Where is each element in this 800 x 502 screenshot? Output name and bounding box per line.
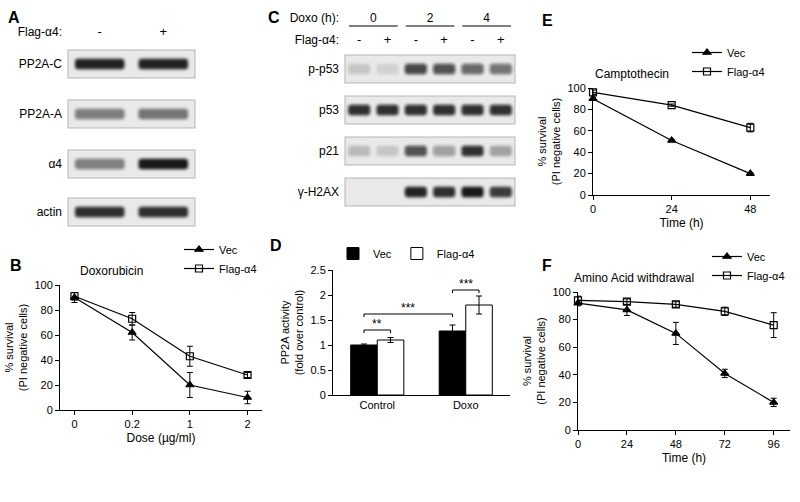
svg-text:***: *** [401,301,415,315]
svg-text:Dose (µg/ml): Dose (µg/ml) [127,431,196,445]
svg-text:***: *** [459,277,473,291]
svg-text:2: 2 [320,289,326,301]
svg-text:Flag-α4:: Flag-α4: [295,33,339,47]
svg-text:2: 2 [244,418,250,430]
svg-text:0: 0 [71,418,77,430]
svg-text:F: F [542,257,552,274]
svg-text:p21: p21 [319,144,339,158]
svg-text:2.5: 2.5 [311,264,326,276]
svg-text:1.5: 1.5 [311,314,326,326]
svg-text:24: 24 [621,438,633,450]
svg-text:Amino Acid withdrawal: Amino Acid withdrawal [574,271,694,285]
svg-text:Flag-α4: Flag-α4 [747,270,785,282]
svg-text:D: D [270,237,282,254]
svg-text:4: 4 [483,11,490,25]
svg-text:actin: actin [37,205,62,219]
svg-text:60: 60 [41,329,53,341]
svg-text:% survival(PI negative cells): % survival(PI negative cells) [521,317,547,404]
svg-text:0: 0 [580,189,586,201]
svg-text:Vec: Vec [727,47,746,59]
svg-text:Vec: Vec [219,244,238,256]
svg-text:PP2A activity(fold over contro: PP2A activity(fold over control) [279,290,305,376]
svg-text:20: 20 [574,167,586,179]
svg-text:Flag-α4: Flag-α4 [727,66,765,78]
svg-text:PP2A-C: PP2A-C [19,57,63,71]
svg-text:C: C [268,9,280,26]
svg-text:**: ** [372,317,382,331]
svg-text:48: 48 [744,203,756,215]
svg-text:Time (h): Time (h) [659,216,703,230]
svg-text:Vec: Vec [747,251,766,263]
svg-text:p-p53: p-p53 [308,62,339,76]
svg-text:0: 0 [575,438,581,450]
svg-text:100: 100 [34,279,52,291]
svg-text:96: 96 [768,438,780,450]
svg-text:E: E [542,12,553,29]
svg-text:Camptothecin: Camptothecin [595,67,669,81]
svg-text:% survival(PI negative cells): % survival(PI negative cells) [536,98,562,185]
svg-text:72: 72 [719,438,731,450]
svg-text:Time (h): Time (h) [662,451,706,465]
svg-text:1: 1 [320,339,326,351]
svg-text:PP2A-A: PP2A-A [19,107,62,121]
svg-text:0: 0 [565,424,571,436]
svg-text:1: 1 [187,418,193,430]
svg-text:p53: p53 [319,103,339,117]
svg-text:0: 0 [320,389,326,401]
svg-text:0: 0 [47,404,53,416]
svg-text:0.5: 0.5 [311,364,326,376]
svg-text:Doxo (h):: Doxo (h): [290,11,339,25]
svg-text:Flag-α4: Flag-α4 [437,248,475,260]
svg-text:80: 80 [574,103,586,115]
svg-text:40: 40 [41,354,53,366]
svg-text:20: 20 [41,379,53,391]
svg-text:Control: Control [360,399,395,411]
svg-text:+: + [159,24,167,39]
svg-text:40: 40 [574,146,586,158]
svg-text:20: 20 [559,396,571,408]
svg-text:-: - [470,32,474,47]
svg-text:40: 40 [559,369,571,381]
svg-text:Flag-α4: Flag-α4 [219,263,257,275]
svg-text:100: 100 [552,286,570,298]
svg-text:% survival(PI negative cells): % survival(PI negative cells) [3,304,29,391]
svg-text:+: + [440,32,448,47]
svg-text:-: - [98,24,102,39]
svg-text:Flag-α4:: Flag-α4: [18,25,62,39]
svg-text:80: 80 [41,304,53,316]
svg-text:B: B [10,257,22,274]
svg-text:Doxo: Doxo [453,399,479,411]
svg-text:-: - [414,32,418,47]
svg-text:2: 2 [427,11,434,25]
svg-text:0: 0 [590,203,596,215]
svg-text:80: 80 [559,313,571,325]
svg-text:0: 0 [370,11,377,25]
svg-text:Vec: Vec [373,248,392,260]
svg-text:100: 100 [567,82,585,94]
svg-text:γ-H2AX: γ-H2AX [298,185,339,199]
svg-text:48: 48 [670,438,682,450]
svg-text:60: 60 [559,341,571,353]
svg-text:-: - [357,32,361,47]
svg-text:Doxorubicin: Doxorubicin [80,264,143,278]
svg-text:60: 60 [574,125,586,137]
svg-text:α4: α4 [48,157,62,171]
svg-text:A: A [8,9,20,26]
svg-text:+: + [384,32,392,47]
svg-text:+: + [497,32,505,47]
svg-text:0.2: 0.2 [125,418,140,430]
svg-text:24: 24 [666,203,678,215]
